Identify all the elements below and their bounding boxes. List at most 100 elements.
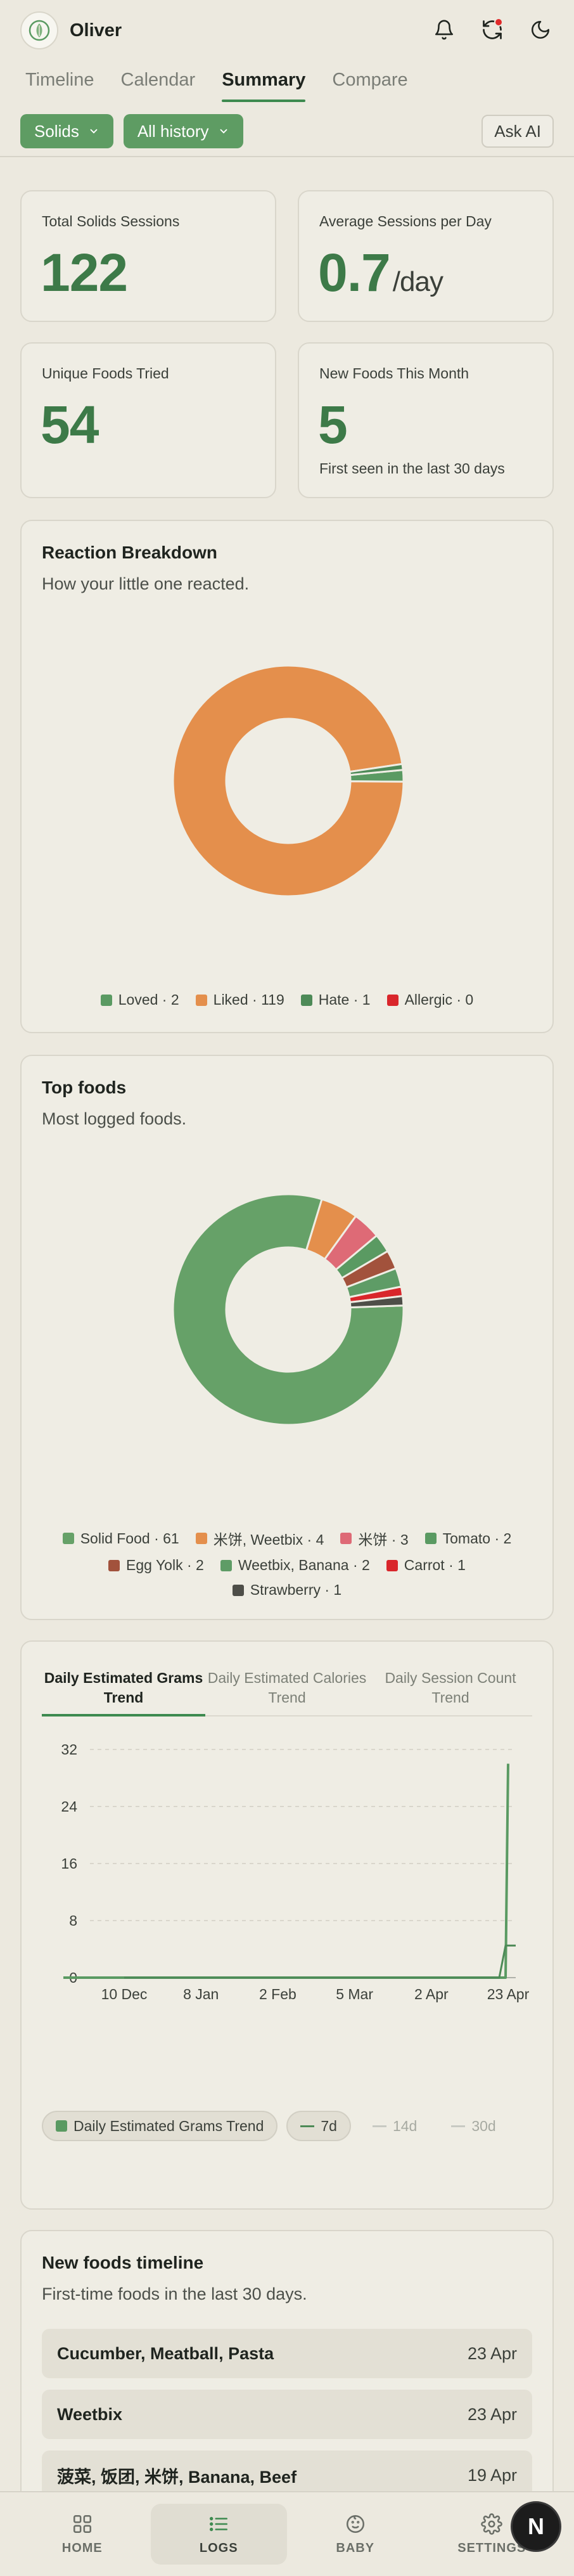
nav-logs[interactable]: LOGS: [150, 2504, 287, 2565]
legend-label: Hate · 1: [318, 991, 371, 1008]
legend-label: 14d: [392, 2117, 418, 2134]
reaction-breakdown-card: Reaction Breakdown How your little one r…: [20, 520, 554, 1033]
y-tick-label: 32: [61, 1741, 77, 1758]
line-swatch: [300, 2125, 315, 2127]
list-item[interactable]: Weetbix 23 Apr: [42, 2390, 532, 2439]
y-tick-label: 8: [69, 1912, 77, 1929]
legend-label: 米饼 · 3: [358, 1531, 409, 1548]
legend-item[interactable]: Strawberry · 1: [232, 1581, 341, 1599]
trend-legend: Daily Estimated Grams Trend 7d 14d 30d: [42, 2111, 523, 2141]
legend-swatch: [62, 1533, 74, 1544]
reaction-donut-chart: [172, 664, 405, 898]
card-title: Reaction Breakdown: [42, 543, 217, 562]
nav-label: HOME: [61, 2541, 103, 2555]
legend-label: Solid Food · 61: [80, 1530, 179, 1547]
nav-baby[interactable]: BABY: [287, 2504, 424, 2565]
type-filter-label: Solids: [34, 121, 79, 141]
x-tick-label: 5 Mar: [336, 1986, 373, 2002]
legend-item[interactable]: Weetbix, Banana · 2: [220, 1557, 370, 1574]
sync-icon[interactable]: [476, 14, 508, 46]
legend-swatch: [232, 1584, 244, 1596]
legend-swatch: [340, 1533, 352, 1544]
nav-settings[interactable]: SETTINGS: [424, 2504, 561, 2565]
donut-slice-1[interactable]: [172, 664, 405, 898]
stat-unit: /day: [392, 266, 443, 297]
x-tick-label: 23 Apr: [487, 1986, 530, 2002]
legend-toggle-grams[interactable]: Daily Estimated Grams Trend: [42, 2111, 278, 2141]
assistant-fab-button[interactable]: N: [511, 2501, 561, 2552]
top-foods-card: Top foods Most logged foods. Solid Food …: [20, 1055, 554, 1620]
legend-swatch: [108, 1559, 120, 1571]
food-name: Cucumber, Meatball, Pasta: [57, 2343, 274, 2363]
stat-label: Unique Foods Tried: [42, 365, 169, 382]
moon-icon[interactable]: [525, 14, 556, 46]
x-tick-label: 2 Apr: [414, 1986, 449, 2002]
legend-item[interactable]: 米饼 · 3: [340, 1528, 409, 1549]
tab-timeline[interactable]: Timeline: [25, 70, 94, 90]
nav-home[interactable]: HOME: [14, 2504, 151, 2565]
view-tabs: Timeline Calendar Summary Compare: [0, 61, 574, 106]
filter-bar: Solids All history Ask AI: [0, 106, 574, 157]
x-tick-label: 2 Feb: [259, 1986, 297, 2002]
tab-daily-calories[interactable]: Daily Estimated Calories Trend: [207, 1670, 367, 1706]
top-bar: Oliver: [0, 0, 574, 61]
tab-daily-session-count[interactable]: Daily Session Count Trend: [385, 1670, 516, 1706]
baby-face-icon: [346, 2515, 364, 2533]
tab-compare[interactable]: Compare: [332, 70, 408, 90]
top-foods-legend: Solid Food · 61 米饼, Weetbix · 4 米饼 · 3 Toma…: [22, 1528, 552, 1599]
legend-item[interactable]: Loved · 2: [100, 991, 179, 1008]
grid-icon: [73, 2515, 91, 2533]
donut-slice-0[interactable]: [172, 1193, 405, 1426]
stat-number: 0.7: [318, 243, 391, 302]
legend-swatch: [220, 1559, 232, 1571]
legend-label: Tomato · 2: [442, 1530, 512, 1547]
ask-ai-button[interactable]: Ask AI: [482, 115, 554, 148]
list-item[interactable]: Cucumber, Meatball, Pasta 23 Apr: [42, 2329, 532, 2378]
legend-label: Loved · 2: [118, 991, 179, 1008]
donut-slice-2[interactable]: [348, 763, 404, 776]
stat-card-total-sessions: Total Solids Sessions 122: [20, 190, 276, 322]
legend-item[interactable]: Allergic · 0: [386, 991, 474, 1008]
legend-item[interactable]: Tomato · 2: [424, 1528, 512, 1549]
stat-label: Average Sessions per Day: [319, 213, 492, 229]
tab-summary[interactable]: Summary: [222, 70, 306, 102]
legend-swatch: [300, 994, 312, 1006]
legend-item[interactable]: Solid Food · 61: [62, 1528, 179, 1549]
legend-item[interactable]: Egg Yolk · 2: [108, 1557, 204, 1574]
tab-daily-grams[interactable]: Daily Estimated Grams Trend: [42, 1668, 205, 1716]
nav-label: BABY: [336, 2541, 375, 2555]
trend-chart-card: Daily Estimated Grams Trend Daily Estima…: [20, 1640, 554, 2210]
type-filter-dropdown[interactable]: Solids: [20, 114, 113, 148]
donut-slice-7[interactable]: [348, 1294, 405, 1309]
legend-item[interactable]: Carrot · 1: [386, 1557, 466, 1574]
x-tick-label: 8 Jan: [183, 1986, 219, 2002]
legend-swatch: [424, 1533, 437, 1544]
series-line-1: [124, 1944, 516, 1979]
food-name: 菠菜, 饭团, 米饼, Banana, Beef: [57, 2467, 297, 2487]
range-filter-label: All history: [137, 121, 209, 141]
range-filter-dropdown[interactable]: All history: [123, 114, 243, 148]
line-swatch: [451, 2125, 466, 2127]
food-date: 23 Apr: [467, 2404, 517, 2424]
y-tick-label: 24: [61, 1798, 77, 1815]
legend-toggle-30d[interactable]: 30d: [438, 2111, 508, 2141]
header-actions: [428, 14, 556, 46]
tab-calendar[interactable]: Calendar: [120, 70, 196, 90]
app-title: Oliver: [70, 20, 122, 41]
legend-item[interactable]: Liked · 119: [195, 991, 284, 1008]
baby-logo-icon[interactable]: [20, 11, 58, 49]
legend-toggle-14d[interactable]: 14d: [360, 2111, 430, 2141]
stat-label: New Foods This Month: [319, 365, 469, 382]
list-icon: [210, 2516, 228, 2531]
stat-card-average-per-day: Average Sessions per Day 0.7/day: [298, 190, 554, 322]
bottom-nav: HOME LOGS BABY SETTINGS: [0, 2491, 574, 2576]
legend-toggle-7d[interactable]: 7d: [286, 2111, 351, 2141]
legend-item[interactable]: Hate · 1: [300, 991, 371, 1008]
legend-swatch: [195, 1533, 207, 1544]
food-date: 19 Apr: [467, 2465, 517, 2485]
sync-alert-dot: [494, 18, 503, 27]
bell-icon[interactable]: [428, 14, 460, 46]
legend-label: Allergic · 0: [404, 991, 474, 1008]
chevron-down-icon: [90, 129, 98, 134]
legend-item[interactable]: 米饼, Weetbix · 4: [195, 1528, 324, 1549]
